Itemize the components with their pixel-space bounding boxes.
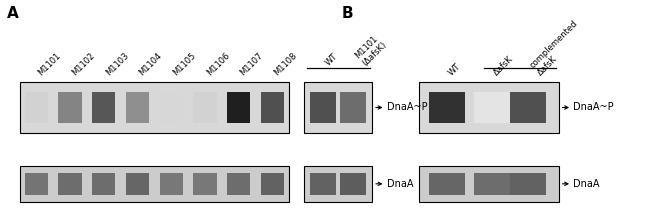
Text: M1102: M1102: [70, 51, 96, 77]
FancyBboxPatch shape: [261, 173, 284, 195]
FancyBboxPatch shape: [430, 92, 465, 123]
FancyBboxPatch shape: [261, 92, 284, 123]
FancyBboxPatch shape: [474, 92, 510, 123]
FancyBboxPatch shape: [58, 92, 82, 123]
Text: M1108: M1108: [272, 51, 299, 77]
FancyBboxPatch shape: [126, 173, 150, 195]
FancyBboxPatch shape: [510, 173, 546, 195]
FancyBboxPatch shape: [304, 82, 372, 133]
Text: M1106: M1106: [205, 51, 231, 77]
FancyBboxPatch shape: [430, 173, 465, 195]
Text: DnaA: DnaA: [387, 179, 413, 189]
FancyBboxPatch shape: [126, 92, 150, 123]
FancyBboxPatch shape: [193, 92, 216, 123]
Text: DnaA~P: DnaA~P: [387, 103, 428, 112]
FancyBboxPatch shape: [227, 92, 250, 123]
Text: M1101: M1101: [36, 51, 62, 77]
FancyBboxPatch shape: [193, 173, 216, 195]
FancyBboxPatch shape: [25, 92, 48, 123]
Text: M1104: M1104: [138, 51, 164, 77]
FancyBboxPatch shape: [510, 92, 546, 123]
FancyBboxPatch shape: [310, 92, 336, 123]
FancyBboxPatch shape: [227, 173, 250, 195]
Text: M1101
(ΔafsK): M1101 (ΔafsK): [354, 33, 389, 68]
Text: DnaA~P: DnaA~P: [573, 103, 614, 112]
FancyBboxPatch shape: [20, 82, 289, 133]
FancyBboxPatch shape: [304, 166, 372, 202]
FancyBboxPatch shape: [159, 173, 183, 195]
FancyBboxPatch shape: [474, 173, 510, 195]
Text: A: A: [6, 6, 18, 22]
FancyBboxPatch shape: [92, 173, 116, 195]
Text: M1105: M1105: [171, 51, 198, 77]
Text: M1107: M1107: [239, 51, 265, 77]
Text: WT: WT: [323, 52, 339, 68]
FancyBboxPatch shape: [341, 173, 367, 195]
FancyBboxPatch shape: [341, 92, 367, 123]
Text: complemented
ΔafsK: complemented ΔafsK: [528, 19, 587, 77]
FancyBboxPatch shape: [419, 82, 559, 133]
FancyBboxPatch shape: [58, 173, 82, 195]
Text: WT: WT: [447, 62, 463, 77]
Text: M1103: M1103: [104, 51, 130, 77]
Text: ΔafsK: ΔafsK: [492, 54, 515, 77]
FancyBboxPatch shape: [310, 173, 336, 195]
Text: DnaA: DnaA: [573, 179, 600, 189]
FancyBboxPatch shape: [419, 166, 559, 202]
FancyBboxPatch shape: [20, 166, 289, 202]
Text: B: B: [341, 6, 353, 22]
FancyBboxPatch shape: [159, 92, 183, 123]
FancyBboxPatch shape: [25, 173, 48, 195]
FancyBboxPatch shape: [92, 92, 116, 123]
